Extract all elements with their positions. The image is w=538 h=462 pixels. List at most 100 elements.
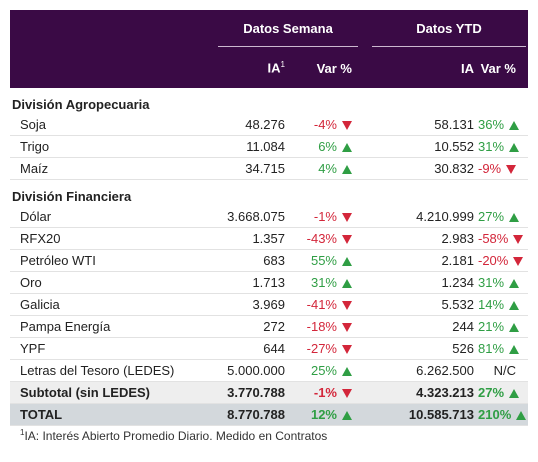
var-value: 27% — [478, 209, 505, 224]
var-cell: -9% — [478, 157, 528, 180]
asset-name: TOTAL — [10, 403, 210, 426]
header-row: Datos Semana Datos YTD — [10, 10, 528, 48]
var-cell: -43% — [290, 227, 360, 250]
ia-value: 1.357 — [210, 227, 290, 250]
note-marker: 1 — [280, 60, 285, 70]
var-value: 25% — [310, 363, 337, 378]
ia-value: 5.000.000 — [210, 359, 290, 382]
section-title: División Financiera — [12, 189, 132, 204]
row: Dólar 3.668.075 -1% 4.210.999 27% — [10, 206, 528, 228]
var-cell: N/C — [478, 359, 528, 382]
arrow-up — [509, 389, 520, 399]
var-cell: 21% — [478, 315, 528, 338]
ia-value: 3.969 — [210, 293, 290, 316]
var-value: 210% — [478, 407, 512, 422]
var-value: -1% — [313, 385, 337, 400]
arrow-up — [342, 411, 352, 421]
var-cell: -18% — [290, 315, 360, 338]
ia-ytd-value: 5.532 — [360, 293, 478, 316]
row: Maíz 34.715 4% 30.832 -9% — [10, 157, 528, 180]
asset-name: Dólar — [10, 206, 210, 228]
row: TOTAL 8.770.788 12% 10.585.713 210% — [10, 403, 528, 426]
asset-name: Subtotal (sin LEDES) — [10, 381, 210, 404]
arrow-down — [342, 345, 352, 355]
section-row: División Financiera — [10, 180, 528, 207]
ia-value: 3.668.075 — [210, 206, 290, 228]
row: Petróleo WTI 683 55% 2.181 -20% — [10, 249, 528, 272]
var-cell: 25% — [290, 359, 360, 382]
row: Oro 1.713 31% 1.234 31% — [10, 271, 528, 294]
arrow-up — [342, 279, 352, 289]
arrow-up — [509, 143, 520, 153]
var-cell: -4% — [290, 114, 360, 136]
var-cell: 12% — [290, 403, 360, 426]
var-value: 31% — [478, 139, 505, 154]
var-value: -18% — [306, 319, 337, 334]
section-row: División Agropecuaria — [10, 88, 528, 114]
var-cell: 210% — [478, 403, 528, 426]
asset-name: Letras del Tesoro (LEDES) — [10, 359, 210, 382]
var-cell: -41% — [290, 293, 360, 316]
header-row: IA1 Var % IA Var % — [10, 48, 528, 88]
var-value: -41% — [306, 297, 337, 312]
col-label: IA — [461, 60, 474, 76]
var-value: 36% — [478, 117, 505, 132]
ia-ytd-value: 2.983 — [360, 227, 478, 250]
footnote: 1IA: Interés Abierto Promedio Diario. Me… — [20, 428, 327, 443]
ia-ytd-value: 6.262.500 — [360, 359, 478, 382]
asset-name: RFX20 — [10, 227, 210, 250]
var-value: 81% — [478, 341, 505, 356]
var-value: -1% — [313, 209, 337, 224]
arrow-down — [513, 257, 524, 267]
ia-value: 644 — [210, 337, 290, 360]
arrow-up — [342, 367, 352, 377]
ia-value: 683 — [210, 249, 290, 272]
asset-name: YPF — [10, 337, 210, 360]
var-value: -43% — [306, 231, 337, 246]
ia-value: 48.276 — [210, 114, 290, 136]
col-label: IA — [267, 60, 281, 76]
var-value: 6% — [318, 139, 337, 154]
row: Subtotal (sin LEDES) 3.770.788 -1% 4.323.21… — [10, 381, 528, 404]
var-cell: 36% — [478, 114, 528, 136]
col-label: Var % — [480, 60, 516, 76]
var-value: -27% — [306, 341, 337, 356]
note-marker: 1 — [20, 428, 25, 437]
arrow-up — [509, 279, 520, 289]
var-value: 55% — [310, 253, 337, 268]
arrow-up — [342, 165, 352, 175]
row: Trigo 11.084 6% 10.552 31% — [10, 135, 528, 158]
var-value: 31% — [310, 275, 337, 290]
var-cell: 31% — [478, 271, 528, 294]
var-value: 12% — [310, 407, 337, 422]
row: YPF 644 -27% 526 81% — [10, 337, 528, 360]
arrow-up — [342, 143, 352, 153]
var-value: 31% — [478, 275, 505, 290]
arrow-up — [509, 323, 520, 333]
table-body: División Agropecuaria Soja 48.276 -4% 58.131… — [10, 88, 528, 426]
group-label: Datos Semana — [218, 11, 358, 47]
asset-name: Maíz — [10, 157, 210, 180]
ia-ytd-value: 4.323.213 — [360, 381, 478, 404]
ia-ytd-value: 2.181 — [360, 249, 478, 272]
asset-name: Petróleo WTI — [10, 249, 210, 272]
var-cell: 31% — [290, 271, 360, 294]
asset-name: Pampa Energía — [10, 315, 210, 338]
group-label: Datos YTD — [372, 11, 526, 47]
var-cell: 14% — [478, 293, 528, 316]
var-value: 21% — [478, 319, 505, 334]
var-cell: 4% — [290, 157, 360, 180]
data-table: Datos Semana Datos YTD IA1 Var % IA Var … — [10, 10, 528, 426]
section-title: División Agropecuaria — [12, 97, 150, 112]
var-cell: 27% — [478, 206, 528, 228]
ia-ytd-value: 1.234 — [360, 271, 478, 294]
row: Galicia 3.969 -41% 5.532 14% — [10, 293, 528, 316]
var-cell: -1% — [290, 206, 360, 228]
footnote-text: IA: Interés Abierto Promedio Diario. Med… — [24, 429, 328, 443]
ia-value: 34.715 — [210, 157, 290, 180]
arrow-down — [342, 301, 352, 311]
var-cell: 81% — [478, 337, 528, 360]
arrow-up — [509, 121, 520, 131]
var-value: 14% — [478, 297, 505, 312]
var-cell: 27% — [478, 381, 528, 404]
